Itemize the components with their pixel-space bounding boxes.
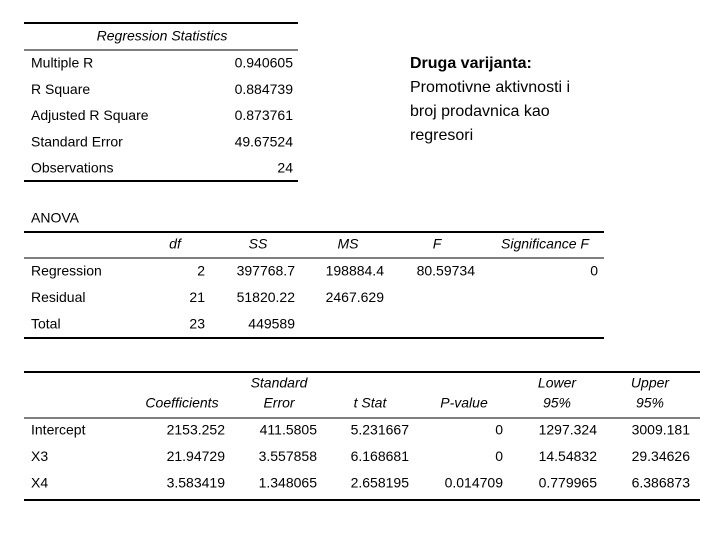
cell: 0.873761 bbox=[235, 107, 294, 123]
cell: 2467.629 bbox=[326, 289, 385, 305]
cell: 14.54832 bbox=[539, 448, 598, 464]
row-label: Observations bbox=[31, 160, 113, 176]
row-label: X3 bbox=[31, 448, 48, 464]
cell: 1297.324 bbox=[539, 422, 598, 438]
cell: 3.583419 bbox=[167, 475, 226, 491]
column-header: Lower bbox=[538, 375, 577, 391]
row-label: Standard Error bbox=[31, 133, 123, 149]
cell: 49.67524 bbox=[235, 133, 294, 149]
column-header: t Stat bbox=[354, 395, 388, 411]
cell: 21.94729 bbox=[167, 448, 226, 464]
cell: 0 bbox=[590, 263, 598, 279]
column-header: df bbox=[169, 236, 183, 252]
cell: 0.014709 bbox=[445, 475, 504, 491]
column-header: MS bbox=[338, 236, 360, 252]
row-label: Multiple R bbox=[31, 55, 93, 71]
column-header: P-value bbox=[440, 395, 488, 411]
cell: 397768.7 bbox=[237, 263, 296, 279]
cell: 449589 bbox=[248, 316, 295, 332]
table-title: ANOVA bbox=[31, 210, 80, 226]
column-header: 95% bbox=[636, 395, 664, 411]
cell: 0.779965 bbox=[539, 475, 598, 491]
cell: 3009.181 bbox=[632, 422, 691, 438]
cell: 0 bbox=[495, 448, 503, 464]
row-label: Adjusted R Square bbox=[31, 107, 149, 123]
column-header: Upper bbox=[631, 375, 670, 391]
row-label: Total bbox=[31, 316, 61, 332]
cell: 2 bbox=[197, 263, 205, 279]
cell: 24 bbox=[277, 160, 293, 176]
cell: 411.5805 bbox=[260, 422, 318, 438]
column-header: Error bbox=[263, 395, 295, 411]
cell: 2153.252 bbox=[167, 422, 226, 438]
cell: 6.386873 bbox=[632, 475, 691, 491]
cell: 1.348065 bbox=[259, 475, 318, 491]
note-title: Druga varijanta: bbox=[410, 55, 532, 72]
note-line: Promotivne aktivnosti i bbox=[410, 79, 570, 96]
row-label: R Square bbox=[31, 81, 90, 97]
cell: 80.59734 bbox=[417, 263, 476, 279]
table-title: Regression Statistics bbox=[97, 28, 228, 44]
cell: 0.884739 bbox=[235, 81, 294, 97]
note-line: regresori bbox=[410, 127, 473, 144]
cell: 0 bbox=[495, 422, 503, 438]
cell: 21 bbox=[189, 289, 205, 305]
row-label: X4 bbox=[31, 475, 48, 491]
column-header: Coefficients bbox=[145, 395, 218, 411]
cell: 0.940605 bbox=[235, 55, 294, 71]
cell: 23 bbox=[189, 316, 205, 332]
column-header: F bbox=[433, 236, 443, 252]
column-header: SS bbox=[249, 236, 268, 252]
column-header: Standard bbox=[251, 375, 309, 391]
cell: 51820.22 bbox=[237, 289, 296, 305]
cell: 5.231667 bbox=[351, 422, 410, 438]
column-header: Significance F bbox=[501, 236, 590, 252]
column-header: 95% bbox=[543, 395, 571, 411]
row-label: Intercept bbox=[31, 422, 86, 438]
cell: 2.658195 bbox=[351, 475, 410, 491]
cell: 198884.4 bbox=[326, 263, 385, 279]
row-label: Residual bbox=[31, 289, 85, 305]
row-label: Regression bbox=[31, 263, 102, 279]
note-line: broj prodavnica kao bbox=[410, 103, 550, 120]
cell: 6.168681 bbox=[351, 448, 410, 464]
cell: 29.34626 bbox=[632, 448, 691, 464]
cell: 3.557858 bbox=[259, 448, 318, 464]
